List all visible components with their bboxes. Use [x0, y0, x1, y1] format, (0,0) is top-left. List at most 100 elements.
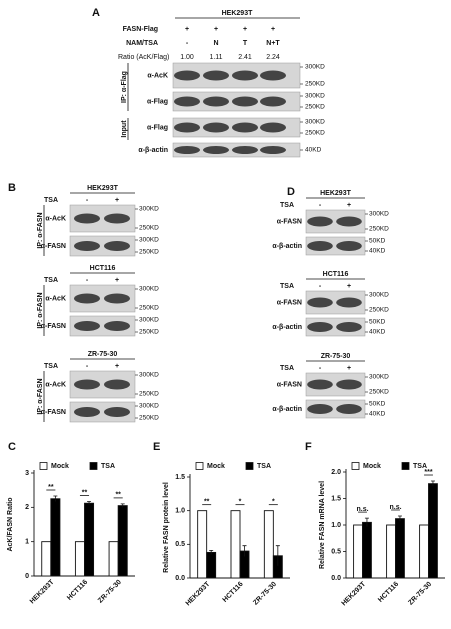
group-label: IP: α-FASN — [37, 212, 44, 248]
y-tick-label: 0 — [25, 573, 29, 580]
band — [232, 122, 258, 133]
condition-value: N — [213, 40, 218, 47]
band — [336, 216, 362, 227]
y-tick-label: 2.0 — [331, 469, 341, 476]
y-axis-label: Relative FASN protein level — [163, 482, 170, 573]
band — [104, 293, 130, 304]
cell-line: HEK293T — [222, 10, 253, 17]
band — [74, 213, 100, 224]
legend-label: TSA — [257, 463, 271, 470]
blot — [69, 315, 136, 337]
band — [260, 70, 286, 81]
bar — [206, 551, 217, 579]
panel-letter: E — [153, 441, 160, 453]
treatment-value: - — [86, 277, 89, 284]
antibody-label: α-β-actin — [272, 324, 302, 331]
antibody-label: α-FASN — [277, 381, 302, 388]
x-tick-label: ZR-75-30 — [252, 581, 278, 607]
treatment-value: - — [319, 202, 322, 209]
band — [203, 122, 229, 133]
band — [307, 322, 333, 332]
panel-letter: D — [287, 186, 295, 198]
bar — [108, 541, 119, 577]
error-bar — [53, 495, 58, 502]
bar — [84, 502, 95, 577]
group-label: IP: α-FASN — [37, 378, 44, 414]
significance-label: ** — [115, 492, 121, 499]
band — [104, 213, 130, 224]
band — [232, 70, 258, 81]
treatment-label: TSA — [44, 277, 58, 284]
y-tick-label: 1.5 — [331, 495, 341, 502]
cell-line: HEK293T — [87, 185, 118, 192]
band — [174, 146, 200, 154]
error-bar — [430, 480, 435, 487]
group-label: IP: α-FASN — [37, 292, 44, 328]
significance-label: ** — [82, 489, 88, 496]
band — [174, 70, 200, 81]
antibody-label: α-FASN — [277, 299, 302, 306]
antibody-label: α-FASN — [41, 409, 66, 416]
legend-swatch — [39, 462, 48, 470]
treatment-value: + — [347, 283, 351, 290]
bar — [386, 524, 396, 579]
legend-label: Mock — [207, 463, 225, 470]
significance-label: ** — [48, 484, 54, 491]
condition-value: + — [243, 26, 247, 33]
marker-label: 250KD — [139, 305, 159, 312]
treatment-label: TSA — [44, 197, 58, 204]
marker-label: 250KD — [305, 104, 325, 111]
marker-label: 250KD — [139, 329, 159, 336]
treatment-value: - — [86, 197, 89, 204]
bar — [395, 518, 405, 579]
y-tick-label: 0.5 — [331, 548, 341, 555]
blot — [305, 209, 366, 234]
band — [336, 404, 362, 414]
marker-label: 250KD — [305, 81, 325, 88]
antibody-label: α-Flag — [147, 124, 168, 131]
cell-line: HEK293T — [320, 190, 351, 197]
marker-label: 300KD — [139, 286, 159, 293]
marker-label: 300KD — [139, 206, 159, 213]
y-axis-label: AcK/FASN Ratio — [7, 497, 14, 551]
significance-label: * — [272, 499, 275, 506]
marker-label: 250KD — [369, 389, 389, 396]
x-tick-label: HEK293T — [29, 578, 56, 605]
error-bar — [209, 549, 214, 555]
bar — [117, 505, 128, 577]
marker-label: 40KD — [369, 248, 386, 255]
x-tick-label: HEK293T — [185, 580, 212, 607]
condition-label: FASN-Flag — [123, 26, 158, 33]
error-bar — [242, 545, 247, 557]
y-tick-label: 0.0 — [331, 575, 341, 582]
treatment-label: TSA — [280, 283, 294, 290]
antibody-label: α-FASN — [41, 243, 66, 250]
band — [104, 321, 130, 331]
condition-label: NAM/TSA — [126, 40, 158, 47]
x-tick-label: HCT116 — [66, 579, 89, 602]
band — [307, 379, 333, 390]
band — [307, 241, 333, 251]
band — [307, 297, 333, 308]
band — [203, 146, 229, 154]
y-tick-label: 1.0 — [175, 508, 185, 515]
treatment-value: - — [319, 283, 322, 290]
marker-label: 300KD — [305, 93, 325, 100]
antibody-label: α-AcK — [45, 215, 66, 222]
significance-label: *** — [424, 469, 432, 476]
legend-swatch — [401, 462, 410, 470]
band — [307, 216, 333, 227]
treatment-label: TSA — [280, 365, 294, 372]
band — [74, 293, 100, 304]
marker-label: 40KD — [369, 411, 386, 418]
band — [74, 379, 100, 390]
treatment-value: + — [115, 363, 119, 370]
band — [74, 241, 100, 251]
band — [260, 122, 286, 133]
legend-swatch — [89, 462, 98, 470]
band — [203, 96, 229, 107]
marker-label: 300KD — [139, 237, 159, 244]
ratio-value: 2.24 — [266, 54, 280, 61]
band — [74, 407, 100, 417]
antibody-label: α-β-actin — [272, 243, 302, 250]
